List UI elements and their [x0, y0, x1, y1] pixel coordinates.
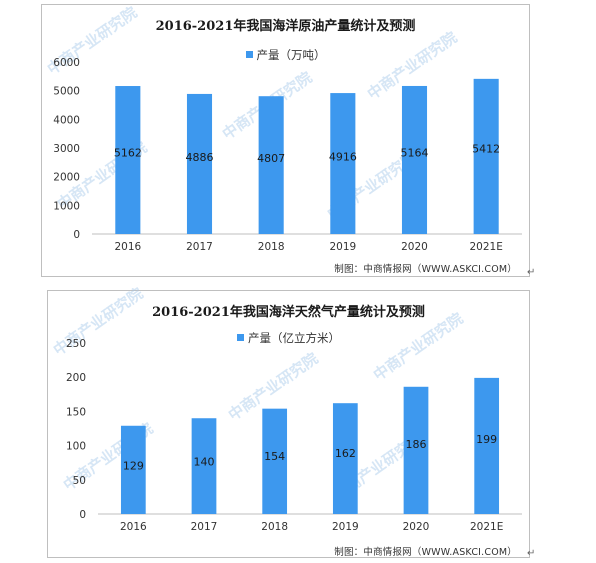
data-label: 154: [264, 450, 285, 463]
watermark-text: 中商产业研究院: [370, 309, 466, 384]
x-tick-label: 2018: [261, 521, 288, 533]
crude-oil-chart-panel: 2016-2021年我国海洋原油产量统计及预测 产量（万吨） 中商产业研究院 中商…: [41, 3, 530, 277]
x-tick-label: 2016: [114, 241, 141, 253]
legend-swatch: [245, 51, 253, 58]
data-label: 140: [194, 455, 215, 468]
chart-title: 2016-2021年我国海洋天然气产量统计及预测: [152, 305, 425, 320]
x-tick-label: 2017: [186, 241, 213, 253]
y-tick-label: 200: [66, 372, 86, 384]
data-label: 5162: [114, 147, 142, 160]
data-label: 4886: [186, 151, 214, 164]
y-tick-label: 6000: [53, 57, 80, 69]
bar: [258, 96, 284, 234]
data-label: 162: [335, 447, 356, 460]
bar: [401, 85, 428, 234]
data-label: 4916: [329, 150, 357, 163]
y-tick-label: 4000: [53, 114, 80, 126]
y-tick-label: 100: [66, 441, 86, 453]
chart-source: 制图：中商情报网（WWW.ASKCI.COM）: [334, 264, 517, 275]
x-tick-label: 2019: [332, 521, 359, 533]
chart-source: 制图：中商情报网（WWW.ASKCI.COM）: [334, 547, 517, 558]
data-label: 129: [123, 459, 144, 472]
bar: [115, 86, 141, 234]
chart-legend: 产量（亿立方米）: [48, 330, 529, 346]
y-tick-label: 3000: [53, 143, 80, 155]
bar: [120, 425, 146, 514]
bar: [473, 78, 499, 234]
legend-swatch: [237, 334, 244, 341]
x-tick-label: 2017: [191, 521, 218, 533]
x-tick-label: 2021E: [469, 241, 502, 253]
chart-title: 2016-2021年我国海洋原油产量统计及预测: [155, 19, 416, 34]
x-tick-label: 2019: [329, 241, 356, 253]
paragraph-mark: ↵: [527, 548, 536, 559]
natural-gas-chart-panel: 2016-2021年我国海洋天然气产量统计及预测 产量（亿立方米） 中商产业研究…: [47, 284, 530, 558]
legend-label: 产量（亿立方米）: [248, 331, 340, 345]
y-tick-label: 250: [66, 338, 86, 350]
y-tick-label: 50: [73, 475, 86, 487]
y-tick-label: 150: [66, 406, 86, 418]
y-tick-label: 1000: [53, 200, 80, 212]
x-tick-label: 2016: [120, 521, 147, 533]
bar: [262, 408, 288, 514]
data-label: 199: [476, 433, 497, 446]
data-label: 5412: [472, 143, 500, 156]
x-tick-label: 2018: [258, 241, 285, 253]
bar: [191, 418, 217, 514]
chart-legend: 产量（万吨）: [42, 47, 529, 63]
x-tick-label: 2020: [401, 241, 428, 253]
y-tick-label: 0: [73, 229, 80, 241]
y-tick-label: 5000: [53, 86, 80, 98]
crude-oil-bar-chart: 中商产业研究院中商产业研究院中商产业研究院中商产业研究院中商产业研究院01000…: [44, 3, 522, 253]
bar: [186, 93, 213, 235]
data-label: 186: [406, 438, 427, 451]
data-label: 4807: [257, 152, 285, 165]
bar: [403, 386, 429, 514]
bar: [330, 93, 356, 234]
y-tick-label: 2000: [53, 172, 80, 184]
bar: [332, 403, 358, 514]
x-tick-label: 2020: [403, 521, 430, 533]
bar: [474, 377, 500, 514]
y-tick-label: 0: [79, 509, 86, 521]
watermark-text: 中商产业研究院: [50, 284, 146, 359]
legend-label: 产量（万吨）: [256, 48, 326, 62]
x-tick-label: 2021E: [470, 521, 503, 533]
paragraph-mark: ↵: [527, 267, 536, 278]
data-label: 5164: [401, 147, 429, 160]
